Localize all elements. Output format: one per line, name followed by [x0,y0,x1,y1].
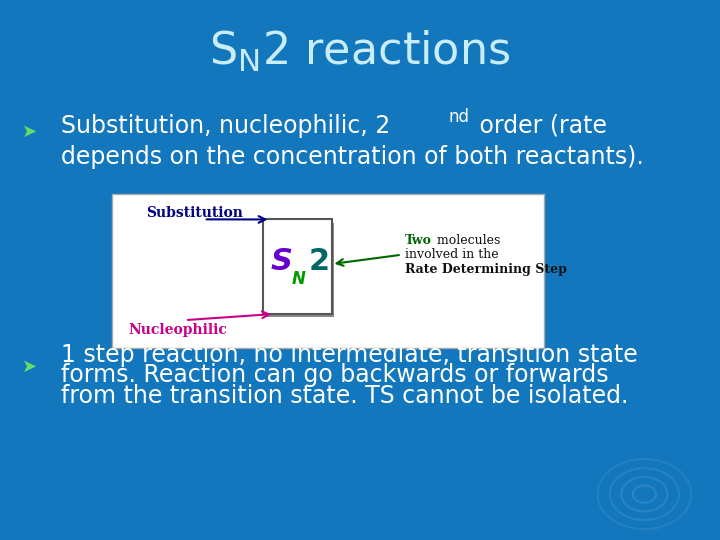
Text: 2: 2 [308,247,330,276]
Text: forms. Reaction can go backwards or forwards: forms. Reaction can go backwards or forw… [61,363,609,387]
Text: Rate Determining Step: Rate Determining Step [405,264,567,276]
FancyBboxPatch shape [266,222,334,317]
Text: $\mathsf{S_N}$2 reactions: $\mathsf{S_N}$2 reactions [210,29,510,74]
Text: molecules: molecules [433,234,500,247]
Text: ➤: ➤ [22,123,37,141]
Text: Substitution, nucleophilic, 2: Substitution, nucleophilic, 2 [61,114,390,138]
Text: order (rate: order (rate [472,114,606,138]
Text: 1 step reaction, no intermediate, transition state: 1 step reaction, no intermediate, transi… [61,343,638,367]
Text: involved in the: involved in the [405,248,499,261]
Text: nd: nd [449,108,469,126]
Text: Substitution: Substitution [146,206,243,220]
Text: S: S [271,247,292,276]
Text: N: N [292,269,306,288]
Text: depends on the concentration of both reactants).: depends on the concentration of both rea… [61,145,644,168]
FancyBboxPatch shape [112,194,544,348]
Text: from the transition state. TS cannot be isolated.: from the transition state. TS cannot be … [61,384,629,408]
Text: Two: Two [405,234,432,247]
Text: Nucleophilic: Nucleophilic [129,323,228,337]
Text: ➤: ➤ [22,358,37,376]
FancyBboxPatch shape [264,219,331,314]
